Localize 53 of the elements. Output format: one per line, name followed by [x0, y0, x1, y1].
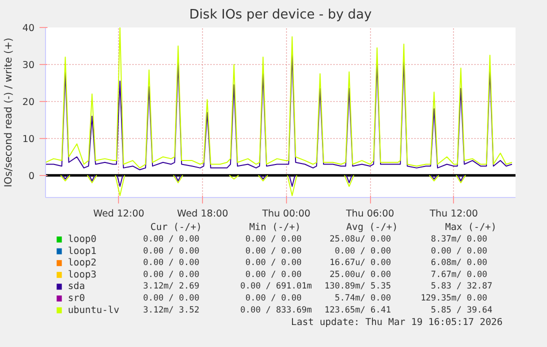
text: 123.65m/ 6.41 — [324, 305, 391, 316]
x-tick-label: Thu 12:00 — [428, 208, 478, 220]
text: 0.00 / 0.00 — [143, 246, 200, 256]
text: 5.83 / 32.87 — [430, 282, 492, 292]
legend-label: loop0 — [68, 234, 97, 245]
text: 16.67u/ 0.00 — [330, 258, 391, 268]
y-tick-label: 30 — [22, 60, 35, 71]
chart-title: Disk IOs per device - by day — [189, 8, 372, 22]
text: 0.00 / 0.00 — [245, 294, 302, 304]
y-axis-title: IOs/second read (-) / write (+) — [3, 38, 14, 188]
text: 5.85 / 39.64 — [430, 305, 492, 316]
y-tick-label: 10 — [22, 134, 35, 145]
text: Min (-/+) — [249, 222, 301, 233]
text: 0.00 / 0.00 — [245, 258, 302, 268]
text: 0.00 / 833.69m — [240, 305, 312, 316]
text: 0.00 / 0.00 — [143, 258, 200, 268]
text: 8.37m/ 0.00 — [430, 234, 488, 244]
text: Last update: Thu Mar 19 16:05:17 2026 — [290, 317, 503, 328]
text: 0.00 / 0.00 — [245, 270, 302, 280]
x-tick-label: Wed 12:00 — [93, 208, 144, 220]
text: Cur (-/+) — [150, 222, 202, 233]
line-series — [46, 28, 513, 168]
text: 0.00 / 691.01m — [240, 282, 312, 292]
text: 0.00 / 0.00 — [143, 234, 200, 244]
y-tick-label: 20 — [22, 96, 35, 108]
text: Max (-/+) — [445, 222, 497, 233]
text: 5.74m/ 0.00 — [334, 294, 391, 304]
text: 3.12m/ 3.52 — [143, 305, 200, 316]
text: 130.89m/ 5.35 — [324, 282, 391, 292]
legend-label: ubuntu-lv — [68, 304, 120, 316]
text: Avg (-/+) — [346, 222, 398, 233]
text: 0.00 / 0.00 — [143, 294, 200, 304]
text: 25.08u/ 0.00 — [330, 234, 391, 244]
text: 0.00 / 0.00 — [334, 246, 391, 256]
text: 7.67m/ 0.00 — [430, 270, 488, 280]
legend-label: sda — [68, 281, 86, 292]
text: 6.08m/ 0.00 — [430, 258, 488, 268]
text: 3.12m/ 2.69 — [143, 282, 200, 292]
x-tick-label: Thu 06:00 — [344, 208, 394, 220]
y-tick-label: 0 — [28, 170, 35, 182]
text: 0.00 / 0.00 — [430, 246, 488, 256]
text: 25.00u/ 0.00 — [330, 270, 391, 280]
text: 0.00 / 0.00 — [143, 270, 200, 280]
text: 0.00 / 0.00 — [245, 246, 302, 256]
y-tick-label: 40 — [22, 23, 35, 34]
legend-label: loop3 — [68, 269, 96, 280]
legend-label: loop2 — [68, 258, 96, 269]
x-tick-label: Thu 00:00 — [261, 208, 310, 220]
x-tick-label: Wed 18:00 — [177, 208, 228, 220]
text: 129.35m/ 0.00 — [420, 294, 488, 304]
legend-label: loop1 — [68, 246, 97, 257]
text: 0.00 / 0.00 — [245, 234, 302, 244]
legend-label: sr0 — [68, 293, 86, 304]
